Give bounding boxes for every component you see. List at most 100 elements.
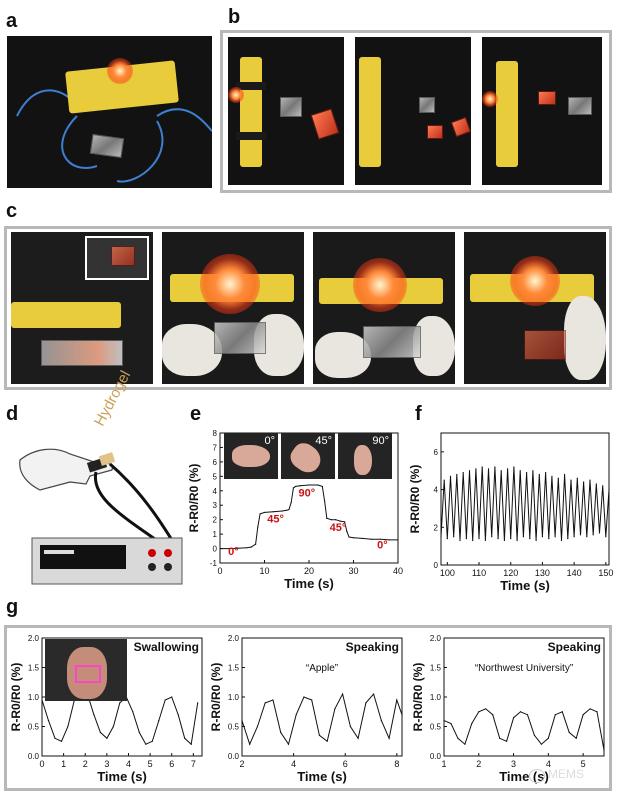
data-point <box>497 538 499 540</box>
data-point <box>241 720 243 722</box>
data-point <box>112 725 114 728</box>
y-tick-label: 1.5 <box>228 664 240 673</box>
photo-panel-a <box>7 36 212 188</box>
inset-angle-label: 0° <box>264 435 275 447</box>
data-point <box>99 731 101 733</box>
measurement-setup-illustration <box>19 448 183 585</box>
led-board <box>359 57 381 167</box>
y-tick-label: 2.0 <box>28 634 40 643</box>
data-point <box>401 714 403 716</box>
data-point <box>586 536 588 538</box>
data-point <box>397 539 399 541</box>
data-point <box>568 731 570 733</box>
panel-g-frame <box>4 625 612 791</box>
data-point <box>288 508 290 511</box>
x-tick-label: 3 <box>511 759 516 769</box>
hydrogel-sample-red <box>450 116 471 138</box>
hydrogel-sample <box>568 97 592 115</box>
y-tick-label: 2.0 <box>430 634 442 643</box>
x-tick-label: 4 <box>126 759 131 769</box>
x-tick-label: 30 <box>348 566 358 576</box>
chart-title: Speaking <box>346 640 399 654</box>
data-point <box>450 722 452 725</box>
x-tick-label: 140 <box>567 568 582 578</box>
x-tick-label: 150 <box>598 568 613 578</box>
hydrogel-sample-red <box>538 91 556 105</box>
y-axis-label: R-R0/R0 (%) <box>408 465 422 534</box>
chart-g2: 2 4 6 8 0.0 0.5 1.0 1.5 2.0 Time (s) R-R0/R0 (%) Sp… <box>209 634 403 784</box>
x-axis-label: Time (s) <box>284 576 334 591</box>
data-point <box>287 743 290 745</box>
data-point <box>456 473 458 476</box>
led-light <box>353 258 407 312</box>
data-point <box>481 466 483 468</box>
y-tick-label: 7 <box>213 443 218 452</box>
data-point <box>573 536 575 538</box>
panel-label-b: b <box>228 6 241 28</box>
data-point <box>583 481 585 483</box>
led-light <box>228 87 244 103</box>
data-point <box>60 740 63 742</box>
series-line <box>220 484 398 550</box>
panel-label-d: d <box>6 403 19 425</box>
x-tick-label: 120 <box>503 568 518 578</box>
x-tick-label: 0 <box>217 566 222 576</box>
led-light <box>510 256 560 306</box>
angle-annotation: 45° <box>330 522 347 534</box>
data-point <box>295 714 297 716</box>
data-point <box>67 725 69 728</box>
x-axis-label: Time (s) <box>297 769 347 784</box>
sensor-marker <box>75 665 101 683</box>
data-point <box>41 699 43 701</box>
data-point <box>557 477 559 479</box>
x-tick-label: 4 <box>291 759 296 769</box>
y-tick-label: 1 <box>213 530 218 539</box>
data-point <box>500 470 502 472</box>
data-point <box>299 485 301 487</box>
data-point <box>317 484 319 486</box>
data-point <box>596 711 598 713</box>
data-point <box>321 485 323 488</box>
y-tick-label: 4 <box>213 487 218 496</box>
data-point <box>132 711 134 713</box>
data-point <box>286 509 288 511</box>
y-tick-label: 0.0 <box>28 752 40 761</box>
data-point <box>503 539 505 542</box>
led-light <box>482 91 498 107</box>
data-point <box>499 737 501 739</box>
data-point <box>145 743 147 745</box>
data-point <box>554 714 556 716</box>
data-point <box>440 536 442 538</box>
hydrogel-sample-red <box>524 330 566 360</box>
inset-photo-neck <box>45 639 127 701</box>
watermark-icon <box>529 769 545 783</box>
data-point <box>303 696 305 698</box>
photo-panel-b1 <box>228 37 344 185</box>
data-point <box>380 720 382 722</box>
data-point <box>551 475 553 477</box>
tape <box>236 82 266 90</box>
x-tick-label: 1 <box>61 759 66 769</box>
data-point <box>529 538 531 540</box>
data-point <box>370 538 372 540</box>
data-point <box>249 743 251 745</box>
data-point <box>446 538 448 540</box>
y-axis-label: R-R0/R0 (%) <box>9 663 23 732</box>
data-point <box>323 500 326 502</box>
x-tick-label: 3 <box>104 759 109 769</box>
data-point <box>540 743 542 745</box>
data-point <box>349 725 351 728</box>
hydrogel-sample <box>363 326 421 358</box>
wire-drawing <box>16 89 212 183</box>
data-point <box>259 513 261 515</box>
inset-photo-e2: 45° <box>281 433 335 479</box>
data-point <box>318 734 321 736</box>
panel-label-f: f <box>415 403 422 425</box>
data-point <box>292 487 295 489</box>
data-point <box>326 517 328 519</box>
data-point <box>516 539 518 542</box>
data-point <box>184 737 186 739</box>
y-tick-label: 2.0 <box>228 634 240 643</box>
data-point <box>326 740 328 742</box>
